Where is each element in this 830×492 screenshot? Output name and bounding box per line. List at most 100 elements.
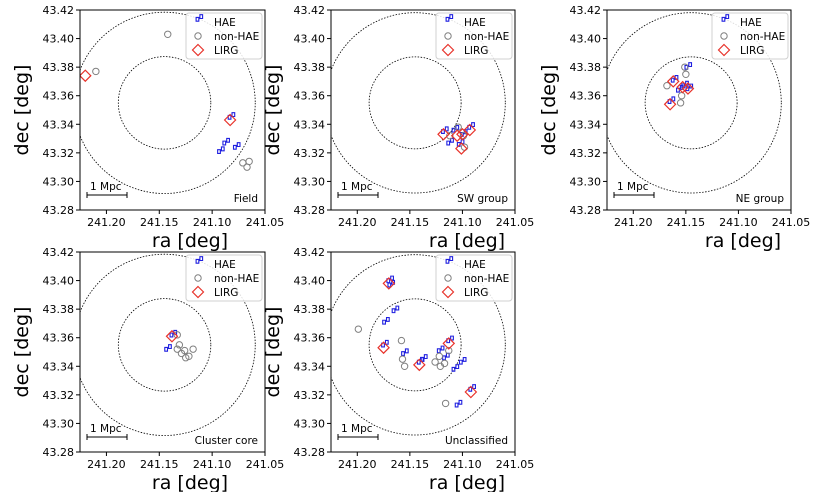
legend-entry: LIRG (464, 287, 488, 299)
y-tick-label: 43.34 (43, 118, 75, 131)
x-axis-label: ra [deg] (152, 472, 228, 492)
axes-frame (79, 251, 266, 453)
y-axis-label: dec [deg] (11, 65, 33, 156)
scatter-panel: 241.20 241.15 241.10 241.05 43.28 43.30 43.32 4… (538, 4, 810, 252)
legend-box (185, 12, 263, 60)
y-tick-label: 43.42 (294, 246, 326, 259)
x-tick-label: 241.20 (87, 458, 126, 471)
scatter-panel: 241.20 241.15 241.10 241.05 43.28 43.30 43.32 4… (262, 4, 534, 252)
legend-non-hae-marker (444, 32, 452, 40)
non-hae-point (239, 159, 247, 167)
legend-lirg-marker (191, 43, 205, 57)
legend: HAE non-HAE LIRG (185, 12, 263, 60)
hae-point (442, 352, 450, 361)
non-hae-point (446, 132, 454, 140)
hae-point (169, 329, 178, 338)
y-tick-label: 43.28 (294, 446, 326, 459)
legend-hae-marker (445, 256, 454, 264)
non-hae-point (354, 325, 363, 333)
lirg-point (681, 82, 695, 95)
plot-area (331, 254, 506, 436)
hae-point (382, 317, 390, 325)
y-tick-label: 43.40 (43, 275, 75, 288)
y-tick-label: 43.36 (43, 332, 75, 345)
y-tick-label: 43.40 (294, 33, 326, 46)
hae-point (458, 357, 467, 365)
panel-label: SW group (457, 193, 508, 205)
hae-point (454, 399, 463, 408)
y-tick-label: 43.40 (294, 275, 326, 288)
x-tick-label: 241.15 (140, 458, 179, 471)
legend-box (711, 12, 789, 60)
hae-point (164, 344, 172, 352)
non-hae-point (398, 355, 407, 363)
y-tick-label: 43.40 (43, 33, 75, 46)
scale-bar-label: 1 Mpc (90, 181, 122, 193)
y-tick-label: 43.28 (43, 204, 75, 217)
plot-area (331, 12, 506, 194)
y-tick-label: 43.30 (294, 417, 326, 430)
panel-label: Unclassified (445, 435, 508, 447)
outer-radius-circle (80, 11, 256, 194)
x-axis-label: ra [deg] (152, 230, 228, 252)
legend-entry: non-HAE (464, 31, 509, 43)
non-hae-point (431, 358, 439, 366)
x-tick-label: 241.15 (140, 216, 179, 229)
plot-area (80, 253, 256, 436)
legend-lirg-marker (441, 43, 455, 57)
y-axis-label: dec [deg] (11, 307, 33, 398)
y-tick-label: 43.28 (43, 446, 75, 459)
legend-entry: non-HAE (214, 273, 259, 285)
legend-box (185, 254, 263, 302)
y-tick-label: 43.30 (43, 175, 75, 188)
y-tick-label: 43.32 (43, 389, 75, 402)
y-tick-label: 43.42 (43, 4, 75, 17)
lirg-point (223, 113, 237, 127)
x-tick-label: 241.05 (496, 216, 535, 229)
y-tick-label: 43.32 (294, 389, 326, 402)
panel-label: Cluster core (195, 435, 258, 447)
inner-radius-circle (117, 298, 212, 392)
legend-box (435, 12, 513, 60)
x-axis-label: ra [deg] (705, 230, 781, 252)
legend-lirg-marker (441, 285, 455, 299)
x-tick-label: 241.20 (87, 216, 126, 229)
inner-radius-circle (117, 56, 212, 150)
lirg-point (437, 127, 450, 141)
x-tick-label: 241.15 (667, 216, 706, 229)
y-tick-label: 43.34 (43, 360, 75, 373)
lirg-point (442, 337, 456, 350)
legend: HAE non-HAE LIRG (435, 12, 513, 60)
legend-entry: LIRG (464, 45, 488, 57)
y-tick-label: 43.34 (294, 118, 326, 131)
legend: HAE non-HAE LIRG (435, 254, 513, 302)
hae-point (232, 142, 241, 150)
hae-point (436, 345, 445, 354)
legend-lirg-marker (717, 43, 731, 57)
legend-entry: non-HAE (464, 273, 509, 285)
x-tick-label: 241.10 (193, 216, 232, 229)
non-hae-point (180, 346, 189, 355)
hae-point (222, 137, 230, 146)
lirg-point (455, 142, 468, 155)
x-axis-label: ra [deg] (429, 472, 505, 492)
hae-point (401, 348, 409, 357)
y-tick-label: 43.34 (294, 360, 326, 373)
y-axis-label: dec [deg] (262, 65, 284, 156)
y-tick-label: 43.36 (294, 332, 326, 345)
non-hae-point (173, 345, 181, 353)
non-hae-point (435, 352, 443, 360)
legend-hae-marker (721, 14, 730, 22)
y-tick-label: 43.36 (43, 90, 75, 103)
x-tick-label: 241.10 (443, 216, 482, 229)
y-tick-label: 43.38 (43, 61, 75, 74)
non-hae-point (182, 354, 190, 362)
hae-point (420, 354, 428, 362)
non-hae-point (440, 359, 449, 368)
legend-hae-marker (195, 256, 204, 264)
x-tick-label: 241.05 (246, 216, 285, 229)
panel-label: NE group (736, 193, 785, 205)
legend-non-hae-marker (194, 32, 202, 40)
lirg-point (165, 329, 179, 343)
hae-point (217, 146, 225, 155)
